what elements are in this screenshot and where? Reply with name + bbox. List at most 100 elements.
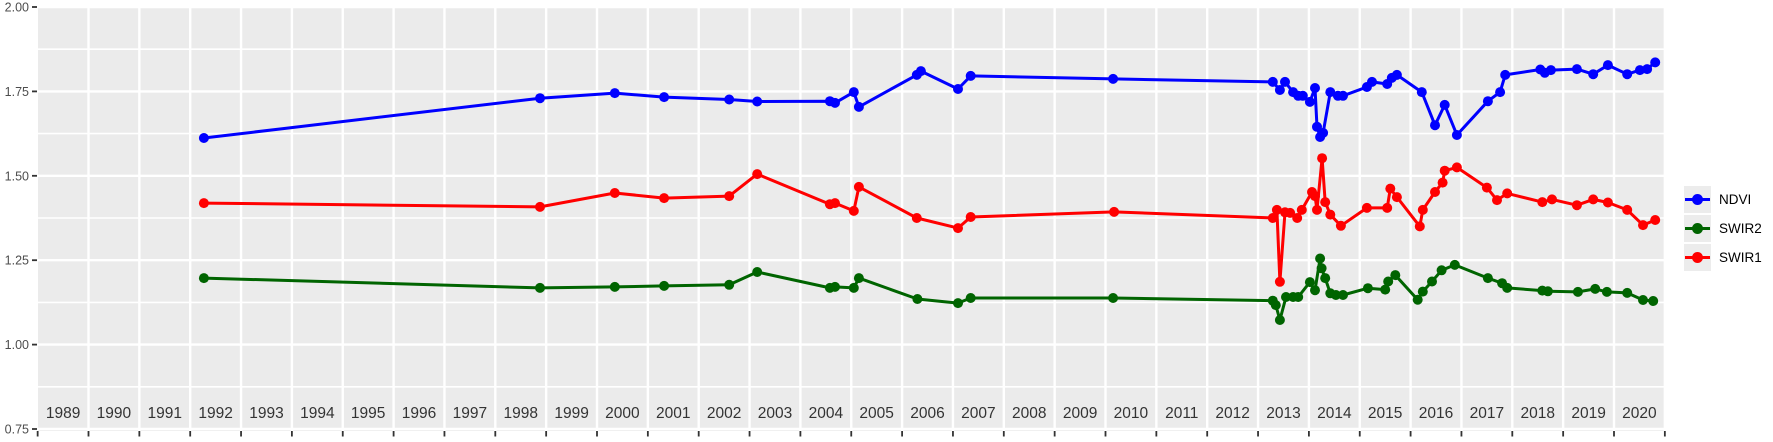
data-point-SWIR2	[1304, 277, 1315, 288]
y-axis-ticks	[32, 6, 37, 430]
x-axis-label: 2002	[707, 405, 741, 422]
legend-key-icon	[1684, 215, 1711, 242]
data-point-SWIR2	[752, 267, 763, 277]
legend-key-icon	[1684, 186, 1711, 213]
data-point-SWIR2	[1310, 285, 1320, 296]
legend-item-ndvi: NDVI	[1684, 185, 1762, 214]
data-point-NDVI	[1274, 85, 1285, 95]
x-axis-label: 2013	[1266, 405, 1300, 422]
x-axis-label: 2001	[656, 405, 690, 422]
data-point-SWIR1	[1650, 215, 1661, 225]
data-point-SWIR2	[1274, 315, 1285, 325]
data-point-SWIR1	[1537, 197, 1548, 208]
data-point-SWIR1	[1588, 194, 1599, 205]
data-point-SWIR2	[1482, 273, 1493, 284]
y-axis-label: 1.25	[5, 254, 29, 268]
data-point-NDVI	[1325, 87, 1336, 98]
data-point-SWIR1	[1385, 183, 1396, 194]
data-point-SWIR2	[1108, 293, 1119, 303]
data-point-NDVI	[853, 101, 864, 112]
data-point-SWIR1	[1271, 204, 1282, 215]
data-point-SWIR1	[1502, 188, 1513, 199]
data-point-SWIR1	[1109, 206, 1120, 217]
legend-point-icon	[1692, 252, 1703, 263]
x-axis-label: 1991	[148, 405, 182, 422]
data-point-SWIR1	[1437, 177, 1448, 188]
series-NDVI	[198, 57, 1661, 143]
data-point-SWIR2	[1270, 300, 1281, 311]
data-point-SWIR1	[953, 223, 963, 234]
x-axis-label: 2007	[961, 405, 995, 422]
data-point-SWIR1	[1310, 191, 1320, 202]
data-point-SWIR1	[1638, 220, 1648, 231]
x-axis-label: 2016	[1419, 405, 1453, 422]
data-point-SWIR1	[1317, 153, 1328, 164]
data-point-NDVI	[535, 93, 545, 104]
x-axis-label: 2009	[1063, 405, 1097, 422]
data-point-SWIR2	[1293, 292, 1304, 302]
data-point-SWIR1	[1274, 276, 1285, 287]
x-axis-label: 2014	[1317, 405, 1352, 422]
data-point-SWIR2	[853, 273, 864, 284]
data-point-SWIR2	[1412, 294, 1423, 305]
legend: NDVI SWIR2 SWIR1	[1684, 185, 1762, 272]
data-point-NDVI	[1318, 127, 1329, 138]
data-point-NDVI	[724, 94, 735, 105]
legend-item-swir1: SWIR1	[1684, 243, 1762, 272]
x-axis-label: 2005	[859, 405, 893, 422]
data-point-SWIR1	[1391, 192, 1402, 203]
data-point-NDVI	[1312, 121, 1322, 132]
data-point-SWIR2	[1590, 283, 1601, 294]
x-axis-labels: 1989 1990 1991 1992 1993 1994 1995 1996 1997 1998…	[46, 405, 1657, 422]
legend-point-icon	[1692, 194, 1703, 205]
data-point-SWIR2	[1320, 273, 1331, 284]
x-axis-ticks	[36, 431, 1666, 437]
data-point-NDVI	[1304, 96, 1315, 107]
data-point-SWIR1	[848, 205, 859, 216]
data-point-SWIR2	[1648, 296, 1659, 306]
data-point-SWIR1	[1361, 202, 1372, 213]
data-point-SWIR1	[752, 169, 763, 180]
data-point-SWIR2	[198, 273, 209, 284]
y-axis-label: 2.00	[5, 1, 29, 15]
x-axis-label: 1989	[46, 405, 80, 422]
y-axis-label: 1.75	[5, 85, 29, 99]
data-point-NDVI	[1280, 76, 1290, 87]
data-point-SWIR2	[535, 282, 545, 293]
data-point-SWIR2	[1502, 282, 1513, 293]
data-point-NDVI	[1108, 73, 1119, 84]
x-axis-label: 1994	[300, 405, 335, 422]
data-point-NDVI	[1602, 60, 1613, 71]
x-axis-label: 2011	[1165, 405, 1198, 422]
data-point-NDVI	[1451, 130, 1462, 140]
data-point-SWIR1	[1602, 197, 1613, 208]
x-axis-label: 2019	[1571, 405, 1605, 422]
legend-label: SWIR2	[1719, 220, 1762, 236]
data-point-SWIR1	[198, 198, 209, 209]
data-point-SWIR1	[1451, 162, 1462, 173]
data-point-NDVI	[1588, 69, 1599, 80]
data-point-SWIR1	[1296, 204, 1307, 215]
data-point-SWIR2	[1427, 276, 1437, 287]
legend-item-swir2: SWIR2	[1684, 214, 1762, 243]
x-axis-label: 2017	[1470, 405, 1504, 422]
data-point-NDVI	[1622, 69, 1633, 80]
data-point-SWIR1	[1622, 204, 1633, 215]
data-point-SWIR1	[1382, 202, 1393, 213]
data-point-SWIR1	[1292, 213, 1303, 223]
data-point-SWIR2	[1572, 286, 1583, 297]
data-point-SWIR2	[1281, 292, 1291, 302]
data-point-NDVI	[1310, 83, 1320, 93]
data-point-NDVI	[1500, 69, 1511, 80]
data-point-SWIR1	[1492, 195, 1502, 206]
data-point-NDVI	[1338, 90, 1348, 101]
x-axis-label: 2012	[1215, 405, 1249, 422]
data-point-SWIR2	[1330, 290, 1341, 300]
y-axis-label: 0.75	[5, 423, 29, 437]
data-point-SWIR1	[853, 181, 864, 192]
x-axis-label: 1992	[198, 405, 232, 422]
data-point-SWIR2	[1383, 276, 1394, 287]
data-point-SWIR1	[659, 193, 670, 204]
data-point-SWIR2	[1380, 284, 1391, 295]
data-point-SWIR1	[830, 198, 840, 209]
